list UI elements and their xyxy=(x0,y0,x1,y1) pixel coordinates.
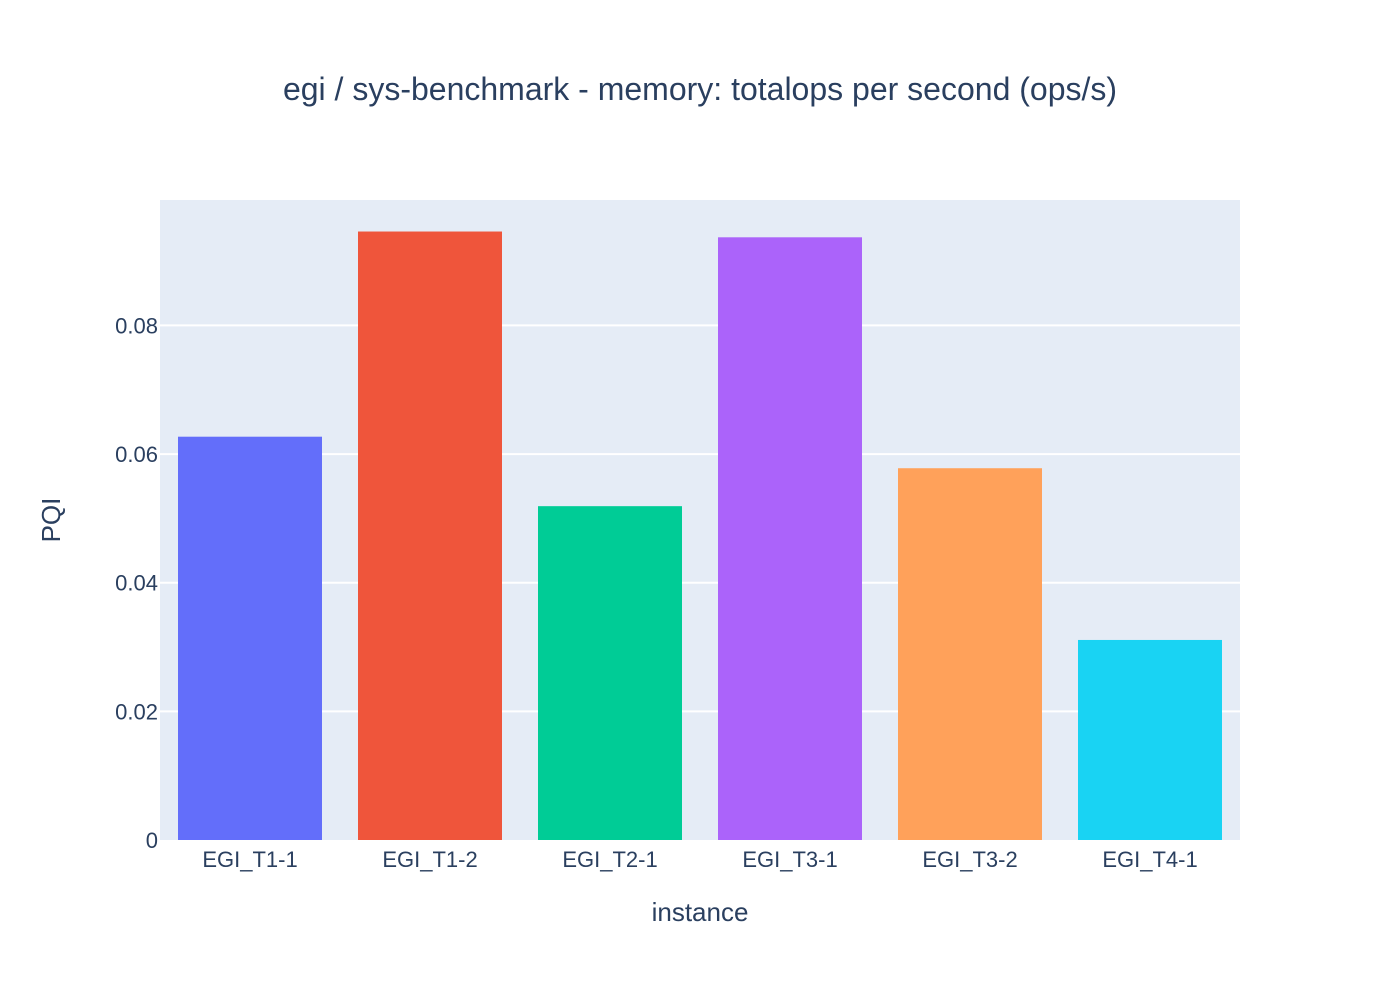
x-tick-label: EGI_T4-1 xyxy=(1102,847,1197,872)
x-tick-label: EGI_T1-2 xyxy=(382,847,477,872)
x-tick-label: EGI_T3-1 xyxy=(742,847,837,872)
y-tick-label: 0 xyxy=(146,828,158,853)
y-tick-label: 0.08 xyxy=(115,313,158,338)
x-tick-label: EGI_T1-1 xyxy=(202,847,297,872)
y-tick-label: 0.02 xyxy=(115,699,158,724)
y-tick-label: 0.06 xyxy=(115,442,158,467)
bar-egi-t3-1[interactable] xyxy=(718,237,862,841)
bar-egi-t1-2[interactable] xyxy=(358,231,502,841)
x-tick-label: EGI_T3-2 xyxy=(922,847,1017,872)
x-tick-label: EGI_T2-1 xyxy=(562,847,657,872)
gridlines xyxy=(160,324,1240,713)
x-axis-ticks: EGI_T1-1 EGI_T1-2 EGI_T2-1 EGI_T3-1 EGI_T3-2… xyxy=(202,847,1197,872)
y-tick-label: 0.04 xyxy=(115,571,158,596)
y-axis-ticks: 0 0.02 0.04 0.06 0.08 xyxy=(115,313,158,853)
chart-title: egi / sys-benchmark - memory: totalops p… xyxy=(283,71,1117,107)
bar-egi-t4-1[interactable] xyxy=(1078,639,1222,840)
plot-area xyxy=(160,200,1240,840)
y-axis-title: PQI xyxy=(36,498,66,543)
bars xyxy=(178,231,1222,841)
bar-egi-t2-1[interactable] xyxy=(538,506,682,840)
x-axis-title: instance xyxy=(652,897,749,927)
bar-egi-t3-2[interactable] xyxy=(898,468,1042,840)
bar-egi-t1-1[interactable] xyxy=(178,436,322,840)
